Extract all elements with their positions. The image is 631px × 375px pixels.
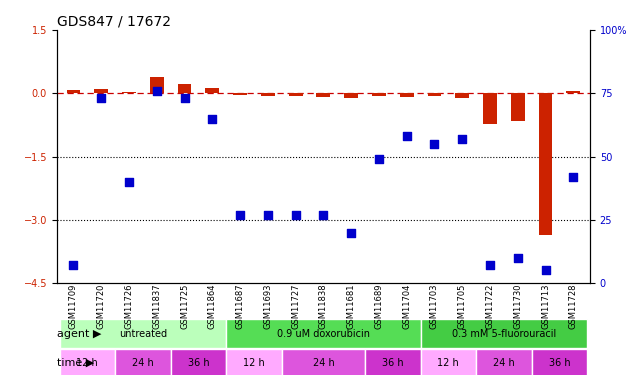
Bar	[483, 93, 497, 124]
Point	[68, 262, 78, 268]
Bar	[170, 349, 226, 375]
Bar	[288, 93, 302, 96]
Point	[430, 141, 440, 147]
Point	[485, 262, 495, 268]
Bar	[567, 91, 581, 93]
Bar	[400, 93, 414, 97]
Bar	[281, 349, 365, 375]
Text: 24 h: 24 h	[312, 358, 334, 368]
Text: GSM11703: GSM11703	[430, 284, 439, 329]
Bar	[345, 93, 358, 98]
Text: GDS847 / 17672: GDS847 / 17672	[57, 15, 171, 29]
Text: 36 h: 36 h	[382, 358, 404, 368]
Bar	[150, 77, 163, 93]
Point	[569, 174, 579, 180]
Text: 0.3 mM 5-fluorouracil: 0.3 mM 5-fluorouracil	[452, 328, 556, 339]
Point	[179, 95, 189, 101]
Point	[374, 156, 384, 162]
Bar	[428, 93, 442, 96]
Text: GSM11687: GSM11687	[235, 284, 245, 330]
Text: GSM11693: GSM11693	[263, 284, 273, 329]
Text: GSM11726: GSM11726	[124, 284, 134, 329]
Bar	[59, 349, 115, 375]
Point	[124, 179, 134, 185]
Text: time ▶: time ▶	[57, 358, 95, 368]
Bar	[539, 93, 553, 235]
Point	[151, 88, 162, 94]
Bar	[476, 349, 532, 375]
Text: GSM11705: GSM11705	[457, 284, 467, 329]
Text: GSM11689: GSM11689	[374, 284, 384, 329]
Text: GSM11725: GSM11725	[180, 284, 189, 329]
Point	[290, 212, 300, 218]
Text: untreated: untreated	[119, 328, 167, 339]
Bar	[226, 320, 421, 348]
Text: 36 h: 36 h	[548, 358, 570, 368]
Point	[513, 255, 523, 261]
Point	[402, 134, 412, 140]
Text: 36 h: 36 h	[187, 358, 209, 368]
Bar	[372, 93, 386, 96]
Bar	[205, 88, 219, 93]
Bar	[233, 93, 247, 95]
Text: GSM11728: GSM11728	[569, 284, 578, 329]
Text: GSM11730: GSM11730	[513, 284, 522, 329]
Text: GSM11864: GSM11864	[208, 284, 217, 329]
Bar	[94, 89, 108, 93]
Point	[235, 212, 245, 218]
Point	[541, 267, 551, 273]
Bar	[532, 349, 587, 375]
Bar	[456, 93, 469, 98]
Text: GSM11727: GSM11727	[291, 284, 300, 329]
Point	[318, 212, 328, 218]
Point	[207, 116, 217, 122]
Text: GSM11720: GSM11720	[97, 284, 106, 329]
Bar	[316, 93, 331, 97]
Text: 0.9 uM doxorubicin: 0.9 uM doxorubicin	[277, 328, 370, 339]
Text: GSM11704: GSM11704	[402, 284, 411, 329]
Bar	[365, 349, 421, 375]
Text: GSM11722: GSM11722	[485, 284, 495, 329]
Bar	[421, 349, 476, 375]
Bar	[59, 320, 226, 348]
Text: GSM11838: GSM11838	[319, 284, 328, 330]
Bar	[66, 90, 80, 93]
Bar	[261, 93, 274, 96]
Bar	[115, 349, 170, 375]
Text: 12 h: 12 h	[243, 358, 265, 368]
Bar	[511, 93, 525, 121]
Point	[262, 212, 273, 218]
Text: agent ▶: agent ▶	[57, 328, 102, 339]
Point	[457, 136, 468, 142]
Text: GSM11681: GSM11681	[346, 284, 356, 329]
Bar	[226, 349, 281, 375]
Text: GSM11709: GSM11709	[69, 284, 78, 329]
Point	[346, 230, 357, 236]
Text: 24 h: 24 h	[493, 358, 515, 368]
Point	[96, 95, 106, 101]
Text: GSM11837: GSM11837	[152, 284, 162, 330]
Bar	[421, 320, 587, 348]
Text: GSM11713: GSM11713	[541, 284, 550, 329]
Text: 24 h: 24 h	[132, 358, 154, 368]
Bar	[177, 84, 191, 93]
Text: 12 h: 12 h	[437, 358, 459, 368]
Text: 12 h: 12 h	[76, 358, 98, 368]
